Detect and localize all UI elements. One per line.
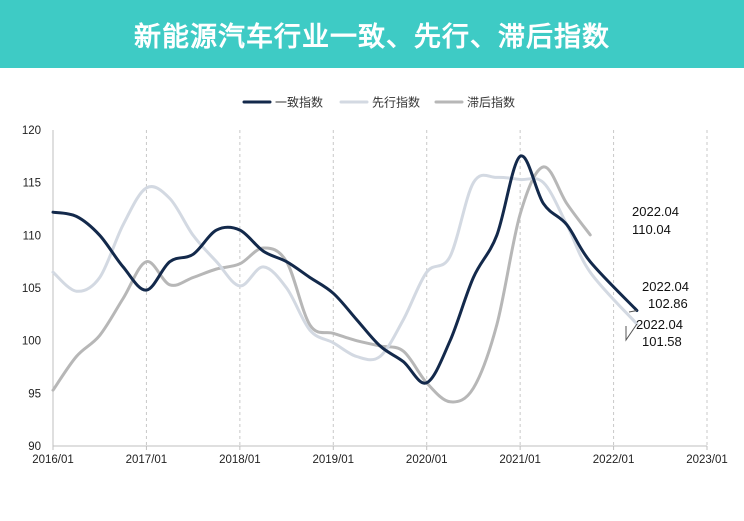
y-tick-label: 100 (22, 336, 41, 348)
annotation-leader (625, 323, 638, 342)
y-tick-label: 105 (22, 283, 41, 295)
line-chart: 90 95 100 105 110 115 120 2016/01 2017/01 2018/01… (22, 95, 728, 467)
annotation-value: 101.58 (642, 334, 682, 349)
y-tick-label: 120 (22, 125, 41, 137)
annotation-value: 110.04 (632, 222, 671, 237)
x-tick-label: 2019/01 (312, 454, 354, 466)
page-title: 新能源汽车行业一致、先行、滞后指数 (134, 21, 610, 53)
annotation-date: 2022.04 (632, 204, 679, 219)
x-tick-label: 2018/01 (219, 454, 261, 466)
annotation-leader (628, 310, 638, 313)
x-tick-label: 2016/01 (32, 454, 74, 466)
x-tick-label: 2020/01 (406, 454, 448, 466)
y-tick-label: 95 (28, 388, 41, 400)
x-tick-label: 2022/01 (593, 454, 635, 466)
legend-label-2: 滞后指数 (467, 95, 515, 110)
annotation-value: 102.86 (648, 296, 688, 311)
legend-label-1: 先行指数 (372, 95, 420, 110)
series-line-0 (51, 154, 639, 385)
x-tick-label: 2021/01 (499, 454, 541, 466)
y-tick-label: 90 (28, 441, 41, 453)
series-line-2 (51, 165, 592, 404)
y-tick-label: 115 (23, 178, 41, 190)
annotation-date: 2022.04 (642, 279, 689, 294)
annotation-date: 2022.04 (636, 317, 683, 332)
y-tick-label: 110 (23, 230, 41, 242)
legend-label-0: 一致指数 (275, 95, 323, 110)
series-line-1 (51, 173, 639, 362)
x-tick-label: 2017/01 (126, 454, 168, 466)
x-tick-label: 2023/01 (686, 454, 728, 466)
header-banner: 新能源汽车行业一致、先行、滞后指数 (0, 0, 744, 68)
